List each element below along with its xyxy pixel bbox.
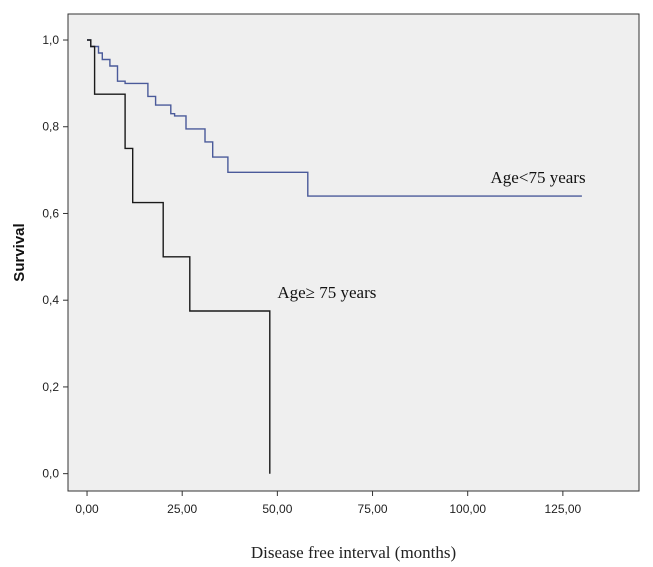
y-axis-title: Survival: [11, 223, 28, 281]
y-tick-label: 0,0: [42, 467, 59, 481]
series-layer: [87, 39, 582, 474]
plot-area: [67, 13, 640, 492]
y-tick-label: 0,4: [42, 293, 59, 307]
y-tick-label: 0,8: [42, 120, 59, 134]
annotation-layer: Age<75 years Age≥ 75 years: [277, 168, 585, 302]
series-line-2: [87, 39, 271, 474]
x-tick-label: 125,00: [545, 502, 582, 516]
y-tick-label: 0,2: [42, 380, 59, 394]
axes: 0,0 0,2 0,4 0,6 0,8 1,0 0,00 25,00 50,00 75,00 100…: [42, 33, 581, 516]
y-tick-label: 0,6: [42, 206, 59, 220]
x-tick-label: 0,00: [75, 502, 99, 516]
annotation-label-2: Age≥ 75 years: [277, 283, 376, 302]
x-tick-label: 25,00: [167, 502, 197, 516]
series-line-1: [87, 39, 582, 197]
x-tick-label: 100,00: [449, 502, 486, 516]
y-tick-label: 1,0: [42, 33, 59, 47]
x-tick-label: 75,00: [358, 502, 388, 516]
annotation-label-1: Age<75 years: [491, 168, 586, 187]
x-axis-title: Disease free interval (months): [251, 543, 456, 562]
x-tick-label: 50,00: [262, 502, 292, 516]
